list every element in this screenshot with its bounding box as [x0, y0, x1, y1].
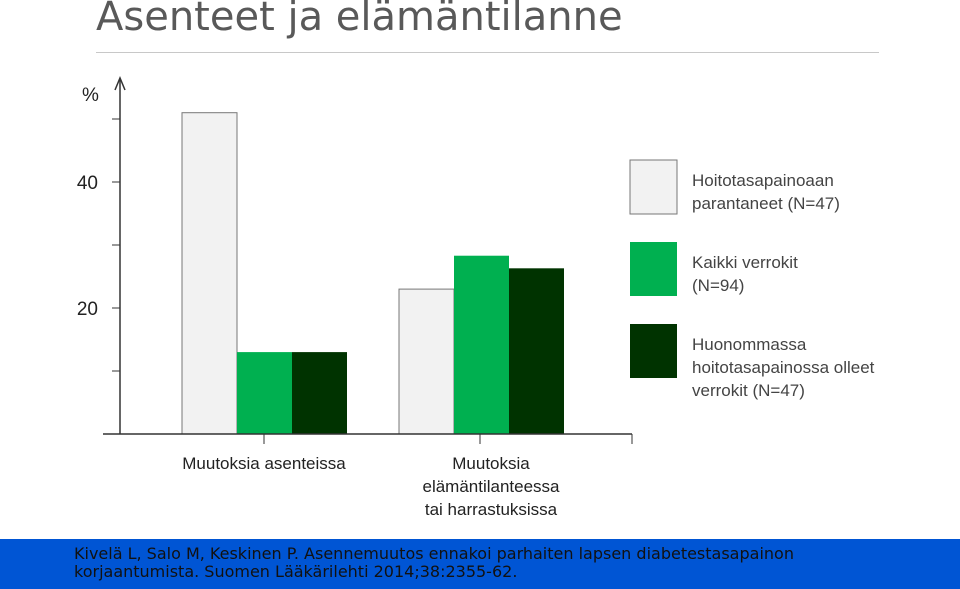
legend-label: verrokit (N=47) — [692, 381, 805, 400]
bar — [181, 112, 238, 435]
slide-title: Asenteet ja elämäntilanne — [96, 0, 623, 40]
legend-label: (N=94) — [692, 276, 744, 295]
bar-chart: % 20 40 Muutoksia asenteissa Muutoksia elämän… — [77, 76, 875, 519]
x-category-label: Muutoksia asenteissa — [182, 454, 346, 473]
legend-swatch — [630, 324, 677, 378]
legend-label: Kaikki verrokit — [692, 253, 798, 272]
legend-swatch — [630, 242, 677, 296]
y-tick-label: 40 — [77, 173, 98, 194]
y-axis-label: % — [82, 85, 99, 106]
title-divider — [96, 52, 879, 53]
legend-swatch — [629, 159, 678, 215]
citation-footer: Kivelä L, Salo M, Keskinen P. Asennemuut… — [0, 539, 960, 589]
legend-label: hoitotasapainossa olleet — [692, 358, 875, 377]
bar — [398, 288, 455, 435]
bar — [292, 352, 347, 434]
citation-line-2: korjaantumista. Suomen Lääkärilehti 2014… — [74, 562, 518, 581]
x-category-label: Muutoksia — [452, 454, 530, 473]
citation-line-1: Kivelä L, Salo M, Keskinen P. Asennemuut… — [74, 544, 794, 563]
bar — [454, 255, 509, 434]
citation-text: Kivelä L, Salo M, Keskinen P. Asennemuut… — [74, 545, 794, 581]
legend-label: parantaneet (N=47) — [692, 194, 840, 213]
y-tick-label: 20 — [77, 299, 98, 320]
legend-label: Hoitotasapainoaan — [692, 171, 834, 190]
bar — [509, 268, 564, 434]
legend-label: Huonommassa — [692, 335, 807, 354]
x-category-label: elämäntilanteessa — [422, 477, 560, 496]
y-axis-arrow — [114, 76, 126, 91]
x-category-label: tai harrastuksissa — [425, 500, 558, 519]
bar — [237, 352, 292, 434]
